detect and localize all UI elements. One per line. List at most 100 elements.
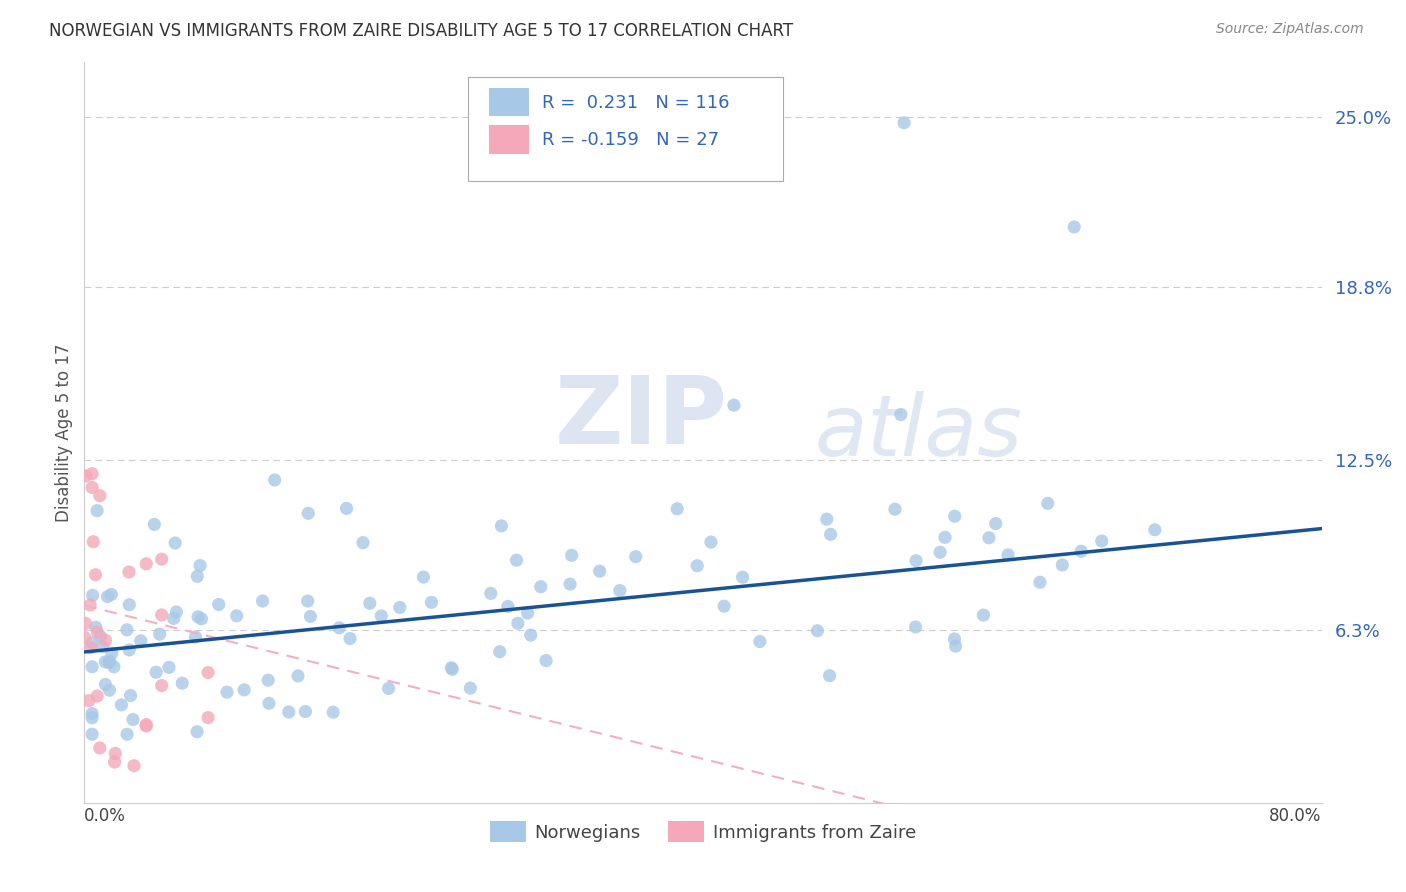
Point <box>118 565 141 579</box>
Point <box>233 682 256 697</box>
Point <box>977 531 1000 545</box>
Text: Source: ZipAtlas.com: Source: ZipAtlas.com <box>1216 22 1364 37</box>
Point <box>135 557 157 571</box>
Point <box>157 660 180 674</box>
Point <box>115 623 138 637</box>
Point <box>388 600 411 615</box>
Text: 0.0%: 0.0% <box>84 806 127 824</box>
Point <box>82 711 104 725</box>
Point <box>1063 219 1085 234</box>
Point <box>263 473 285 487</box>
Point <box>135 719 157 733</box>
Point <box>945 639 967 653</box>
Point <box>1029 575 1052 590</box>
Point <box>893 116 915 130</box>
Point <box>150 552 173 566</box>
Text: R =  0.231   N = 116: R = 0.231 N = 116 <box>543 95 730 112</box>
Point <box>299 609 322 624</box>
Point <box>98 683 121 698</box>
Point <box>294 705 316 719</box>
Point <box>496 599 519 614</box>
Point <box>150 607 173 622</box>
Point <box>82 660 104 674</box>
Point <box>686 558 709 573</box>
Point <box>297 507 319 521</box>
Point <box>904 620 927 634</box>
Point <box>815 512 838 526</box>
Point <box>488 645 510 659</box>
Point <box>516 606 538 620</box>
Point <box>197 665 219 680</box>
Point <box>100 587 122 601</box>
Text: 80.0%: 80.0% <box>1270 806 1322 824</box>
Point <box>188 558 211 573</box>
Point <box>491 519 513 533</box>
Point <box>115 727 138 741</box>
Point <box>120 689 142 703</box>
Point <box>184 630 207 644</box>
Point <box>943 509 966 524</box>
Y-axis label: Disability Age 5 to 17: Disability Age 5 to 17 <box>55 343 73 522</box>
Point <box>820 527 842 541</box>
Point <box>748 634 770 648</box>
Point <box>79 640 101 655</box>
Point <box>225 608 247 623</box>
Point <box>94 677 117 691</box>
Point <box>215 685 238 699</box>
Point <box>82 636 104 650</box>
Point <box>1070 544 1092 558</box>
Point <box>519 628 541 642</box>
Point <box>624 549 647 564</box>
Point <box>257 673 280 688</box>
Point <box>150 679 173 693</box>
Point <box>370 609 392 624</box>
Point <box>558 577 581 591</box>
Point <box>163 611 186 625</box>
Point <box>359 596 381 610</box>
Point <box>905 554 928 568</box>
Point <box>122 713 145 727</box>
Point <box>94 655 117 669</box>
Point <box>412 570 434 584</box>
Bar <box>489 88 529 117</box>
FancyBboxPatch shape <box>468 78 783 181</box>
Point <box>700 535 723 549</box>
Point <box>713 599 735 614</box>
Point <box>997 548 1019 562</box>
Point <box>89 630 111 644</box>
Point <box>84 567 107 582</box>
Point <box>110 698 132 712</box>
Point <box>103 755 125 769</box>
Point <box>277 705 299 719</box>
Point <box>972 608 994 623</box>
Text: atlas: atlas <box>814 391 1022 475</box>
Point <box>96 590 118 604</box>
Point <box>98 656 121 670</box>
Point <box>118 643 141 657</box>
Point <box>534 654 557 668</box>
Point <box>104 747 127 761</box>
Point <box>149 627 172 641</box>
Point <box>82 467 104 481</box>
Point <box>420 595 443 609</box>
Point <box>929 545 952 559</box>
Text: NORWEGIAN VS IMMIGRANTS FROM ZAIRE DISABILITY AGE 5 TO 17 CORRELATION CHART: NORWEGIAN VS IMMIGRANTS FROM ZAIRE DISAB… <box>49 22 793 40</box>
Point <box>460 681 482 695</box>
Point <box>506 616 529 631</box>
Point <box>197 711 219 725</box>
Point <box>352 535 374 549</box>
Point <box>530 580 553 594</box>
Point <box>165 536 187 550</box>
Point <box>101 646 124 660</box>
Point <box>441 662 464 676</box>
Point <box>77 694 100 708</box>
Point <box>943 632 966 646</box>
Point <box>86 624 108 639</box>
Point <box>91 640 114 654</box>
Point <box>252 594 274 608</box>
Bar <box>489 126 529 153</box>
Point <box>75 616 97 631</box>
Point <box>190 612 212 626</box>
Point <box>322 705 344 719</box>
Point <box>609 583 631 598</box>
